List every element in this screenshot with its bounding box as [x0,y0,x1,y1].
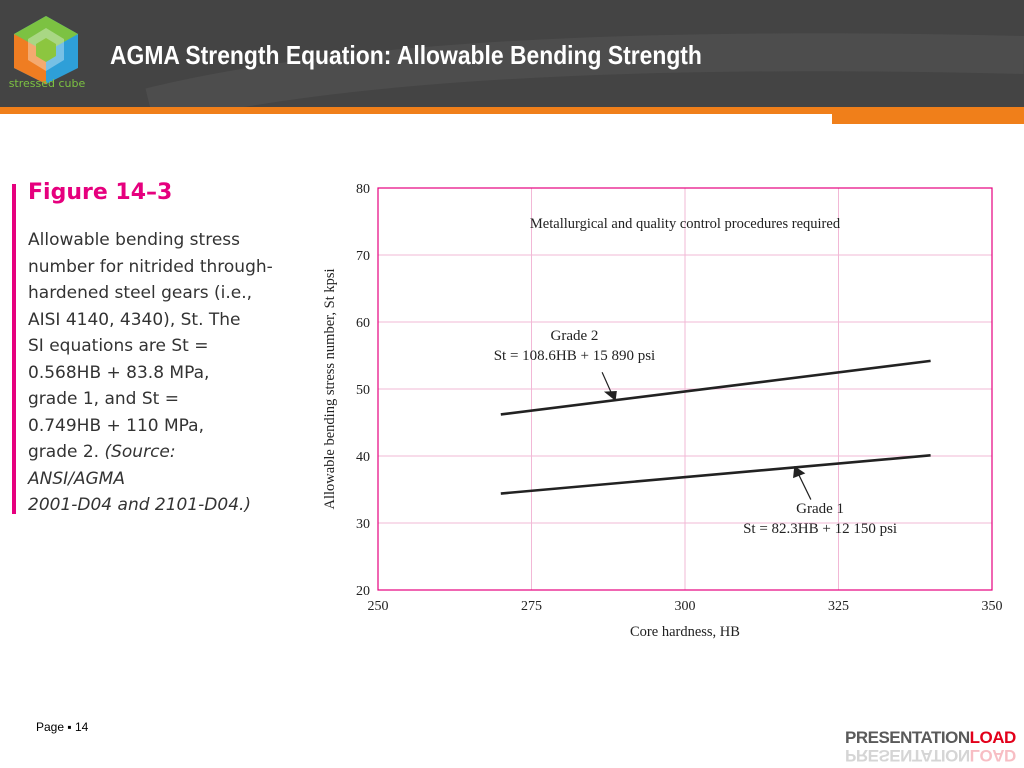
y-axis-label: Allowable bending stress number, St kpsi [322,268,338,509]
y-tick-label: 80 [356,182,370,197]
header-decoration [145,33,1024,107]
caption-source: 2001-D04 and 2101-D04.) [28,495,252,515]
caption-line: 0.749HB + 110 MPa, [28,415,204,436]
presentationload-logo: PRESENTATIONLOAD PRESENTATIONLOAD [845,728,1020,765]
brand-reflection-accent: LOAD [969,746,1016,765]
series-line [500,454,931,495]
series-arrowhead [603,391,617,402]
brand-primary: PRESENTATION [845,728,970,747]
caption-source: (Source: [104,442,176,462]
x-tick-label: 300 [675,599,696,614]
stressed-cube-logo-icon [14,16,78,84]
series-line [500,359,931,416]
y-tick-label: 30 [356,517,370,532]
y-tick-label: 40 [356,450,370,465]
page-number: Page ▪ 14 [36,720,89,734]
caption-line: number for nitrided through- [28,256,273,277]
y-tick-label: 50 [356,383,370,398]
brand-reflection: PRESENTATIONLOAD [845,745,1016,765]
series-equation: St = 82.3HB + 12 150 psi [743,521,897,537]
x-tick-label: 350 [982,599,1003,614]
caption-source: ANSI/AGMA [28,468,125,489]
x-tick-label: 275 [521,599,542,614]
caption-line: Allowable bending stress [28,230,240,250]
caption-line: AISI 4140, 4340), St. The [28,309,241,330]
series-label: Grade 2 [551,328,599,344]
plot-frame [377,187,993,591]
caption-line: hardened steel gears (i.e., [28,283,253,303]
header-accent-bar [0,107,1024,114]
caption-line: grade 1, and St = [28,389,179,409]
y-tick-label: 70 [356,249,370,264]
x-tick-label: 325 [828,599,849,614]
series-label: Grade 1 [796,501,844,517]
caption-line: grade 2. [28,442,100,462]
series-arrowhead [793,466,806,479]
header-accent-tab [832,114,1024,124]
series-equation: St = 108.6HB + 15 890 psi [494,348,656,364]
logo-text: stressed cube [8,77,86,90]
brand-accent: LOAD [969,728,1017,747]
page-title: AGMA Strength Equation: Allowable Bendin… [110,40,702,70]
x-tick-label: 250 [368,599,389,614]
bending-strength-chart: 250 275 300 325 350 20 30 40 50 60 70 80 Core hardne… [322,182,1003,640]
y-tick-label: 20 [356,584,370,599]
brand-reflection-primary: PRESENTATION [845,746,970,765]
figure-caption: Allowable bending stress number for nitr… [28,227,273,519]
chart-annotation: Metallurgical and quality control proced… [530,216,841,232]
caption-line: SI equations are St = [28,336,209,356]
x-axis-label: Core hardness, HB [630,624,740,640]
figure-label: Figure 14–3 [28,180,173,205]
caption-accent-bar [12,184,16,514]
y-tick-label: 60 [356,316,370,331]
caption-line: 0.568HB + 83.8 MPa, [28,362,210,383]
